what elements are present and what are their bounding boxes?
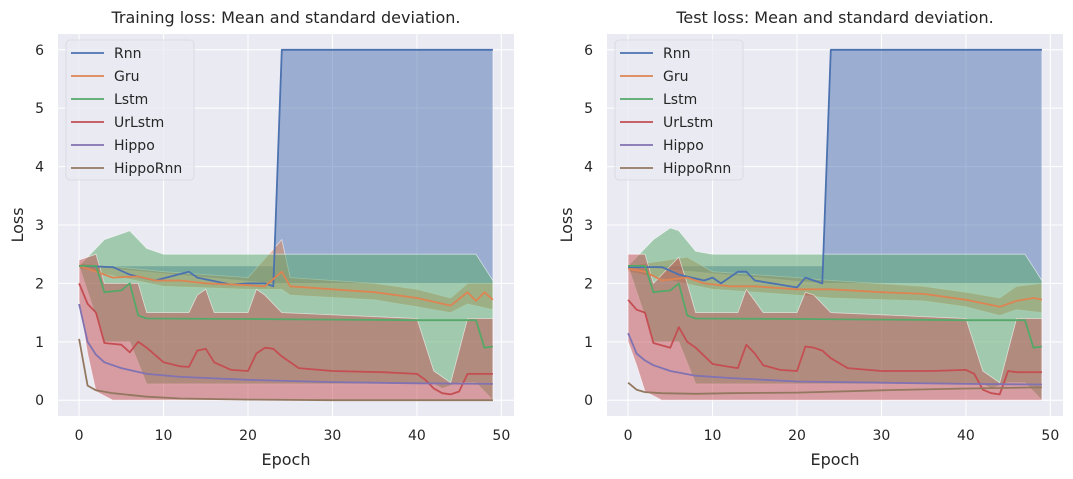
legend-label-urlstm: UrLstm: [114, 115, 164, 131]
chart-1: 0 1 2 3 4 5 6 0 10 20 30 40 50 Test loss: Mean and st…: [557, 8, 1063, 469]
x-tick-label: 20: [239, 428, 257, 444]
x-tick-label: 10: [704, 428, 722, 444]
x-tick-label: 20: [788, 428, 806, 444]
y-axis-label: Loss: [8, 207, 27, 242]
x-tick-label: 40: [957, 428, 975, 444]
legend-label-lstm: Lstm: [663, 92, 697, 108]
x-axis-label: Epoch: [262, 450, 311, 469]
y-tick-label: 1: [584, 335, 593, 351]
y-tick-label: 3: [584, 218, 593, 234]
x-tick-label: 40: [408, 428, 426, 444]
y-tick-label: 0: [584, 393, 593, 409]
y-tick-label: 5: [35, 101, 44, 117]
x-tick-label: 50: [1041, 428, 1059, 444]
chart-title: Test loss: Mean and standard deviation.: [675, 8, 993, 27]
legend: Rnn Gru Lstm UrLstm Hippo HippoRnn: [66, 40, 194, 180]
legend-label-gru: Gru: [114, 69, 139, 85]
y-tick-label: 4: [584, 160, 593, 176]
y-tick-label: 0: [35, 393, 44, 409]
y-tick-label: 4: [35, 160, 44, 176]
y-tick-label: 6: [35, 43, 44, 59]
x-tick-label: 30: [873, 428, 891, 444]
y-tick-label: 2: [584, 276, 593, 292]
legend-label-rnn: Rnn: [114, 46, 141, 62]
legend-label-lstm: Lstm: [114, 92, 148, 108]
y-tick-label: 2: [35, 276, 44, 292]
y-tick-label: 1: [35, 335, 44, 351]
y-tick-label: 6: [584, 43, 593, 59]
y-axis-label: Loss: [557, 207, 576, 242]
x-tick-label: 10: [155, 428, 173, 444]
legend-label-urlstm: UrLstm: [663, 115, 713, 131]
chart-0: 0 1 2 3 4 5 6 0 10 20 30 40 50 Training loss: Mean an…: [8, 8, 514, 469]
legend-label-gru: Gru: [663, 69, 688, 85]
y-tick-label: 5: [584, 101, 593, 117]
chart-title: Training loss: Mean and standard deviati…: [111, 8, 461, 27]
legend: Rnn Gru Lstm UrLstm Hippo HippoRnn: [615, 40, 743, 180]
legend-label-rnn: Rnn: [663, 46, 690, 62]
x-tick-label: 30: [324, 428, 342, 444]
x-axis-label: Epoch: [811, 450, 860, 469]
x-tick-label: 0: [624, 428, 633, 444]
legend-label-hippo: Hippo: [663, 138, 704, 154]
legend-label-hippornn: HippoRnn: [114, 161, 182, 177]
x-tick-label: 0: [75, 428, 84, 444]
legend-label-hippornn: HippoRnn: [663, 161, 731, 177]
x-tick-label: 50: [492, 428, 510, 444]
y-tick-label: 3: [35, 218, 44, 234]
legend-label-hippo: Hippo: [114, 138, 155, 154]
